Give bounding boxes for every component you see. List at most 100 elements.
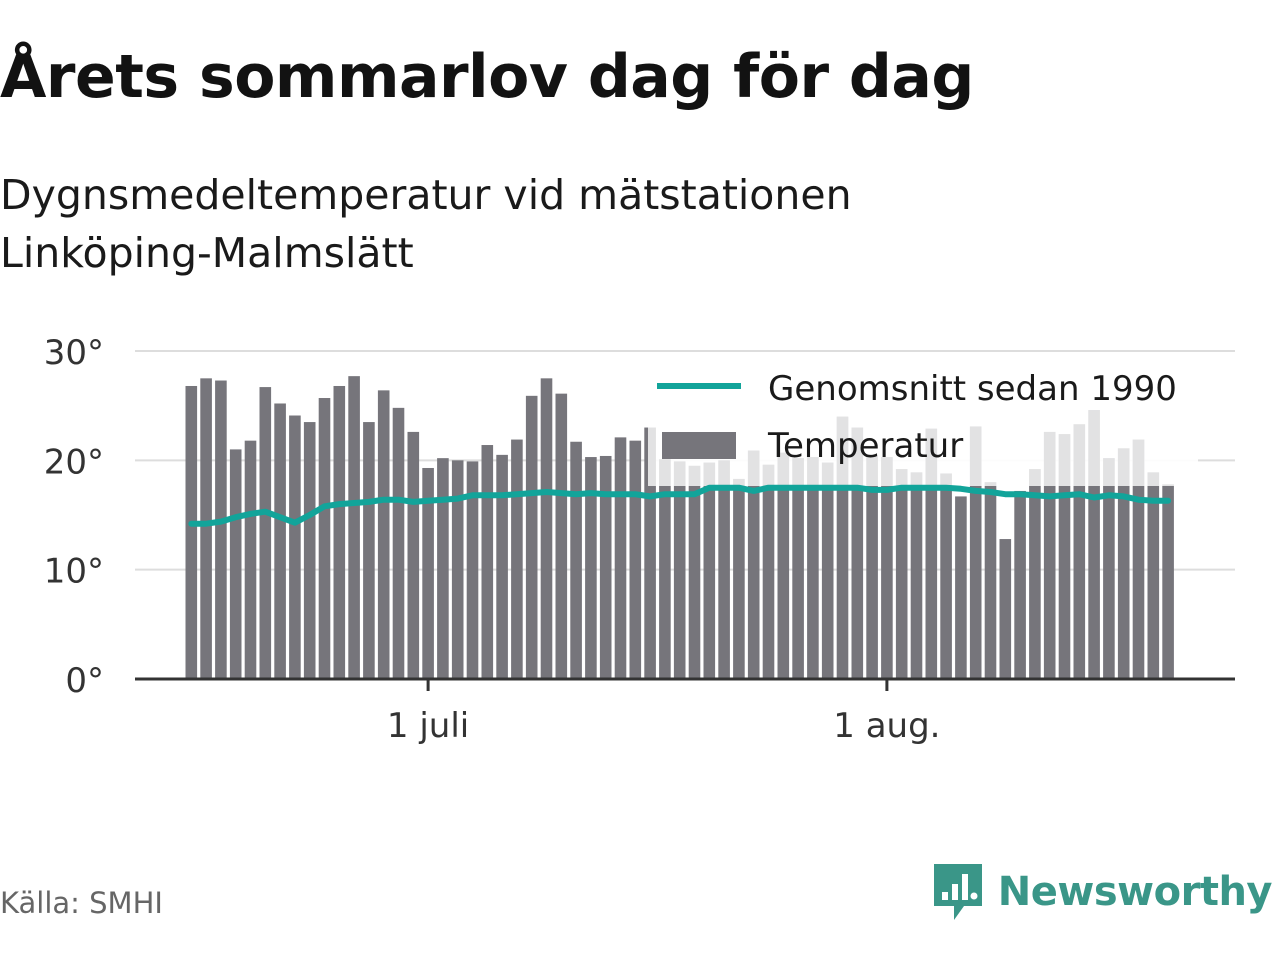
temperature-bar bbox=[969, 426, 982, 679]
temperature-bar-faded-part bbox=[836, 416, 849, 486]
temperature-bar-faded-part bbox=[1058, 434, 1071, 486]
temperature-bar-faded-part bbox=[733, 478, 745, 486]
temperature-bar-faded-part bbox=[895, 469, 908, 486]
temperature-bar bbox=[259, 387, 272, 679]
legend-bar-swatch bbox=[662, 432, 736, 459]
temperature-bar-faded-part bbox=[807, 457, 819, 486]
temperature-bar bbox=[1132, 439, 1145, 679]
temperature-bar-faded-part bbox=[673, 461, 686, 486]
temperature-bar-faded-part bbox=[1147, 472, 1160, 486]
chart-subtitle: Dygnsmedeltemperatur vid mätstationen Li… bbox=[0, 171, 852, 277]
temperature-bar bbox=[289, 415, 301, 679]
temperature-bar bbox=[466, 461, 479, 679]
temperature-bar bbox=[1088, 410, 1100, 679]
y-tick-label: 10° bbox=[44, 552, 104, 592]
temperature-bar bbox=[303, 422, 316, 679]
temperature-bar bbox=[348, 376, 360, 679]
temperature-bar-faded-part bbox=[866, 454, 878, 486]
temperature-bar-faded-part bbox=[1117, 448, 1130, 486]
temperature-bar bbox=[999, 539, 1012, 679]
temperature-bar-faded-part bbox=[762, 464, 775, 486]
temperature-bar bbox=[644, 427, 656, 679]
temperature-bar bbox=[821, 462, 834, 679]
temperature-bar bbox=[807, 457, 819, 679]
temperature-bar-faded-part bbox=[1088, 410, 1100, 486]
temperature-bar bbox=[185, 385, 198, 679]
temperature-bar-faded-part bbox=[1029, 469, 1041, 486]
temperature-bar bbox=[688, 465, 701, 679]
temperature-bar bbox=[1058, 434, 1071, 679]
temperature-bar bbox=[540, 378, 553, 679]
temperature-bar-faded-part bbox=[881, 457, 893, 486]
temperature-bar-faded-part bbox=[821, 462, 834, 486]
temperature-bar bbox=[984, 482, 997, 679]
temperature-chart: 0° 10° 20° 30° 1 juli 1 aug. Genomsnitt seda… bbox=[44, 333, 1235, 746]
x-axis: 1 juli 1 aug. bbox=[135, 677, 1235, 746]
temperature-bar bbox=[747, 450, 760, 679]
y-tick-label: 0° bbox=[65, 661, 104, 701]
legend-label-average: Genomsnitt sedan 1990 bbox=[768, 369, 1177, 409]
temperature-bar bbox=[599, 455, 612, 679]
temperature-bar bbox=[1073, 424, 1086, 679]
temperature-bar bbox=[895, 469, 908, 679]
legend: Genomsnitt sedan 1990 Temperatur bbox=[657, 369, 1177, 466]
temperature-bar bbox=[718, 460, 730, 679]
temperature-bar bbox=[792, 458, 804, 679]
temperature-bar bbox=[940, 473, 952, 679]
temperature-bar bbox=[422, 467, 434, 679]
brand-logo[interactable]: Newsworthy bbox=[932, 862, 1273, 922]
temperature-bar bbox=[1014, 490, 1026, 679]
x-tick-label: 1 juli bbox=[387, 706, 469, 746]
temperature-bar bbox=[1147, 472, 1160, 679]
temperature-bar bbox=[511, 439, 523, 679]
temperature-bar bbox=[762, 464, 775, 679]
temperature-bar bbox=[585, 457, 597, 679]
temperature-bar bbox=[363, 422, 375, 679]
temperature-bar bbox=[1103, 458, 1115, 679]
temperature-bar bbox=[910, 472, 923, 679]
y-axis-ticks: 0° 10° 20° 30° bbox=[44, 333, 104, 701]
temperature-bar bbox=[659, 459, 671, 679]
chart-title: Årets sommarlov dag för dag bbox=[0, 42, 974, 112]
temperature-bar bbox=[244, 440, 257, 679]
temperature-bar bbox=[555, 393, 568, 679]
temperature-bar bbox=[836, 416, 849, 679]
y-tick-label: 30° bbox=[44, 333, 104, 373]
temperature-bar bbox=[318, 398, 331, 679]
temperature-bar-faded-part bbox=[648, 427, 656, 486]
temperature-bar-faded-part bbox=[910, 472, 923, 486]
temperature-bar bbox=[333, 385, 346, 679]
temperature-bar bbox=[851, 427, 864, 679]
temperature-bar-faded-part bbox=[777, 452, 790, 486]
temperature-bar bbox=[377, 390, 390, 679]
temperature-bar-faded-part bbox=[851, 427, 864, 486]
temperature-bar bbox=[229, 449, 242, 679]
temperature-bar bbox=[1117, 448, 1130, 679]
temperature-bars-behind-legend bbox=[648, 410, 1174, 486]
temperature-bar-faded-part bbox=[925, 428, 938, 486]
temperature-bar-faded-part bbox=[984, 482, 997, 486]
temperature-bar bbox=[407, 431, 420, 679]
temperature-bar bbox=[451, 460, 464, 679]
temperature-bar bbox=[392, 407, 405, 679]
temperature-bar bbox=[1029, 469, 1041, 679]
temperature-bar bbox=[881, 457, 893, 679]
temperature-bar-faded-part bbox=[1043, 431, 1056, 486]
brand-name: Newsworthy bbox=[997, 869, 1273, 915]
temperature-bar-faded-part bbox=[718, 460, 730, 486]
temperature-bar-faded-part bbox=[1132, 439, 1145, 486]
temperature-bar-faded-part bbox=[940, 473, 952, 486]
temperature-bar bbox=[215, 380, 227, 679]
temperature-bar-faded-part bbox=[1103, 458, 1115, 486]
temperature-bar-faded-part bbox=[747, 450, 760, 486]
temperature-bar bbox=[925, 428, 938, 679]
temperature-bar bbox=[1162, 484, 1174, 679]
temperature-bar-faded-part bbox=[659, 459, 671, 486]
temperature-bar bbox=[866, 454, 878, 679]
average-temperature-line bbox=[188, 484, 1172, 527]
temperature-bar bbox=[274, 403, 286, 679]
temperature-bar bbox=[437, 458, 449, 679]
temperature-bar bbox=[955, 496, 967, 679]
temperature-bar-faded-part bbox=[688, 465, 701, 486]
legend-label-temperature: Temperatur bbox=[767, 426, 963, 466]
